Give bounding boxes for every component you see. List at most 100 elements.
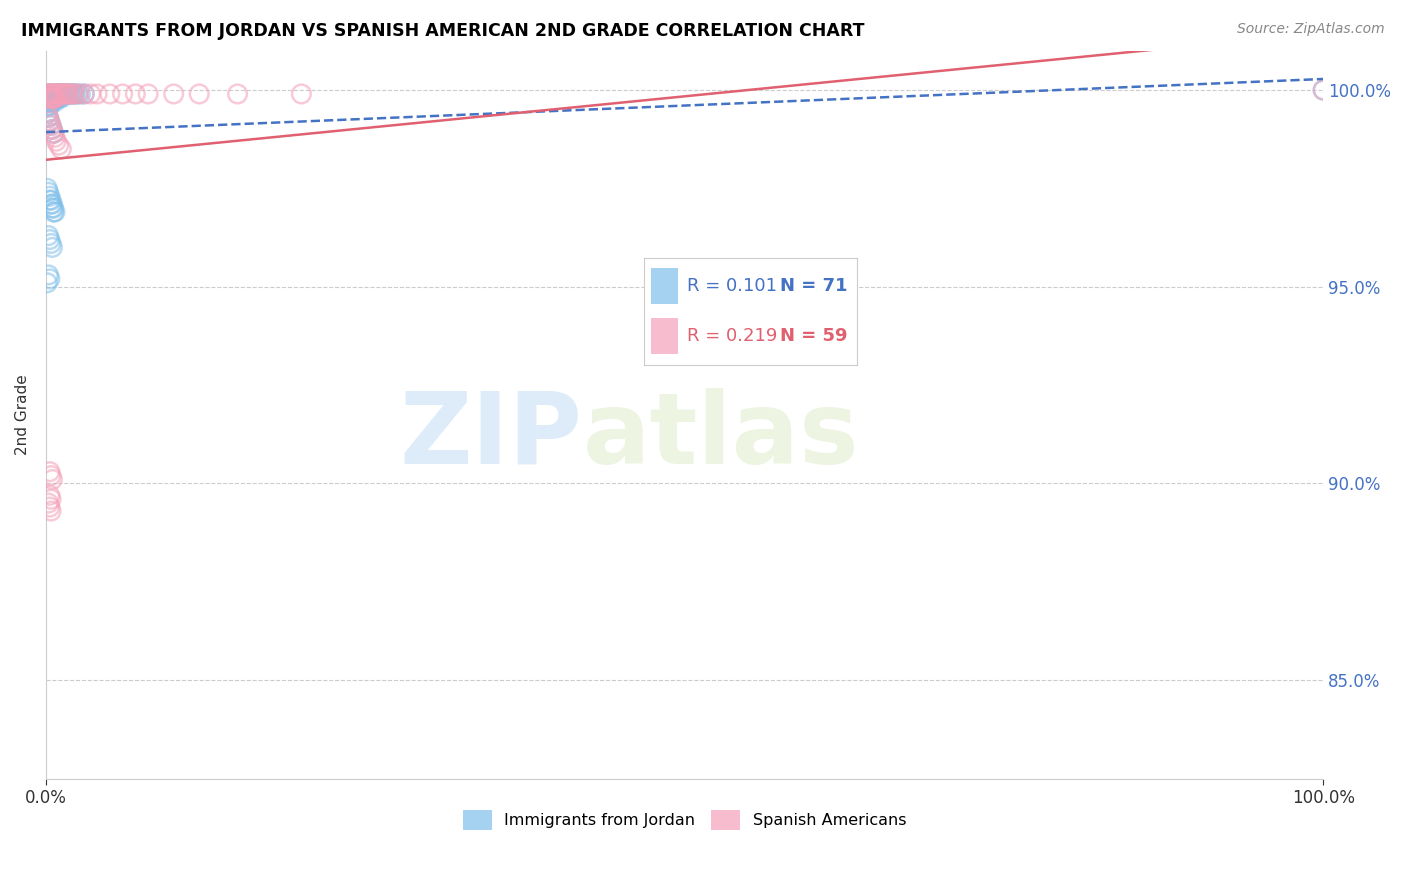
Point xyxy=(39,87,62,101)
Point xyxy=(42,91,65,105)
Point xyxy=(38,186,60,200)
Point xyxy=(58,87,80,101)
Point xyxy=(39,119,62,133)
Point xyxy=(38,228,60,243)
Point xyxy=(45,87,67,101)
Point xyxy=(39,87,62,101)
Point xyxy=(58,87,80,101)
Text: atlas: atlas xyxy=(582,388,859,485)
Point xyxy=(38,99,60,113)
Point xyxy=(52,87,75,101)
Point xyxy=(38,272,60,286)
Point xyxy=(37,106,59,120)
Point xyxy=(53,87,76,101)
Point xyxy=(38,91,60,105)
Point xyxy=(111,87,134,101)
Point xyxy=(38,91,60,105)
Point xyxy=(55,87,77,101)
Point xyxy=(51,91,73,105)
Point xyxy=(44,95,66,109)
Point xyxy=(37,91,59,105)
Point xyxy=(42,87,65,101)
Point xyxy=(42,126,65,140)
Point xyxy=(41,122,63,136)
Point xyxy=(41,87,63,101)
Point xyxy=(42,205,65,219)
Point xyxy=(53,87,76,101)
Point xyxy=(44,87,66,101)
Point xyxy=(39,468,62,483)
Legend: Immigrants from Jordan, Spanish Americans: Immigrants from Jordan, Spanish American… xyxy=(457,804,912,836)
Text: ZIP: ZIP xyxy=(399,388,582,485)
Point xyxy=(38,95,60,109)
Y-axis label: 2nd Grade: 2nd Grade xyxy=(15,375,30,455)
Point xyxy=(38,99,60,113)
Point xyxy=(62,87,84,101)
Point xyxy=(39,91,62,105)
Point xyxy=(38,465,60,479)
Point xyxy=(39,492,62,507)
Point xyxy=(38,87,60,101)
Point xyxy=(48,87,70,101)
Point xyxy=(226,87,249,101)
Point xyxy=(48,138,70,153)
Point xyxy=(38,189,60,203)
Point xyxy=(49,87,72,101)
Point xyxy=(44,87,66,101)
Point xyxy=(44,130,66,145)
Point xyxy=(45,91,67,105)
Point xyxy=(38,91,60,105)
Point xyxy=(37,106,59,120)
Point xyxy=(37,87,59,101)
Point xyxy=(45,87,67,101)
Point xyxy=(37,91,59,105)
Point xyxy=(38,91,60,105)
Point xyxy=(52,87,75,101)
Point xyxy=(46,91,69,105)
Point xyxy=(39,91,62,105)
Point xyxy=(37,181,59,195)
Point xyxy=(163,87,186,101)
Point xyxy=(44,91,66,105)
Point xyxy=(290,87,312,101)
Point xyxy=(73,87,96,101)
Point xyxy=(42,87,65,101)
Point xyxy=(44,91,66,105)
Point xyxy=(37,87,59,101)
Point xyxy=(42,91,65,105)
Text: N = 59: N = 59 xyxy=(780,326,848,345)
Point xyxy=(39,504,62,518)
Point xyxy=(38,87,60,101)
Point xyxy=(38,87,60,101)
Point xyxy=(55,87,77,101)
Point xyxy=(46,87,69,101)
Point xyxy=(38,111,60,125)
Point xyxy=(38,111,60,125)
Point xyxy=(41,122,63,136)
Point xyxy=(65,87,87,101)
Point xyxy=(48,87,70,101)
Point xyxy=(49,87,72,101)
Point xyxy=(38,233,60,247)
Point xyxy=(69,87,91,101)
Point xyxy=(38,87,60,101)
Point xyxy=(136,87,159,101)
Point xyxy=(38,95,60,109)
Point xyxy=(51,87,73,101)
Point xyxy=(51,142,73,156)
Text: N = 71: N = 71 xyxy=(780,277,848,295)
Point xyxy=(38,114,60,128)
Point xyxy=(41,197,63,211)
Point xyxy=(41,473,63,487)
Point xyxy=(41,201,63,215)
Point xyxy=(39,193,62,207)
Point xyxy=(51,87,73,101)
Point xyxy=(49,91,72,105)
Point xyxy=(73,87,96,101)
Point xyxy=(46,87,69,101)
Point xyxy=(45,91,67,105)
Point xyxy=(60,87,83,101)
Point xyxy=(1312,83,1334,97)
Point xyxy=(44,205,66,219)
Point xyxy=(39,236,62,251)
